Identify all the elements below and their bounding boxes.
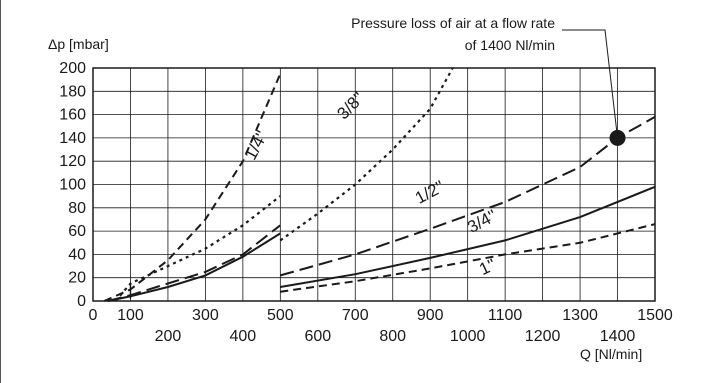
annotation-line-2: of 1400 Nl/min <box>465 37 555 53</box>
x-tick-label: 1500 <box>637 307 673 324</box>
x-tick-label: 0 <box>89 307 98 324</box>
x-tick-label: 400 <box>230 328 257 345</box>
y-axis-label: Δp [mbar] <box>48 36 109 52</box>
x-tick-label: 300 <box>192 307 219 324</box>
x-tick-label: 500 <box>267 307 294 324</box>
y-tick-label: 0 <box>77 293 86 310</box>
y-tick-label: 40 <box>68 246 86 263</box>
series-line-2 <box>114 195 281 302</box>
y-tick-label: 160 <box>59 107 86 124</box>
x-tick-label: 1400 <box>600 328 636 345</box>
y-tick-label: 180 <box>59 83 86 100</box>
y-tick-label: 60 <box>68 223 86 240</box>
pressure-point-marker <box>609 129 626 146</box>
x-tick-label: 900 <box>417 307 444 324</box>
series-label-4: 3/4'' <box>464 206 500 237</box>
plot-border <box>92 67 656 302</box>
series-label-3: 1/2'' <box>412 177 448 208</box>
y-tick-label: 140 <box>59 130 86 147</box>
series-line-4 <box>107 232 281 302</box>
series-label-2: 3/8'' <box>333 89 368 124</box>
x-tick-label: 1300 <box>562 307 598 324</box>
grid <box>93 68 655 301</box>
annotation-line-1: Pressure loss of air at a flow rate <box>351 15 555 31</box>
x-tick-label: 800 <box>379 328 406 345</box>
x-tick-label: 100 <box>117 307 144 324</box>
x-tick-label: 200 <box>155 328 182 345</box>
x-tick-label: 700 <box>342 307 369 324</box>
x-tick-label: 1100 <box>488 307 523 324</box>
y-tick-label: 80 <box>68 200 86 217</box>
annotation-leader-line <box>562 29 619 138</box>
series-line-2 <box>279 67 454 242</box>
y-tick-label: 200 <box>59 60 86 77</box>
y-tick-label: 120 <box>59 153 86 170</box>
tick-labels: 0 20 40 60 80 100 120 140 160 180 200 0 100 300 500 700… <box>59 60 673 345</box>
series-line-3 <box>107 224 281 302</box>
x-axis-label: Q [Nl/min] <box>580 346 642 362</box>
series-label-1: 1/4'' <box>241 128 272 164</box>
y-tick-label: 20 <box>68 270 86 287</box>
x-tick-label: 600 <box>304 328 331 345</box>
x-tick-label: 1000 <box>450 328 486 345</box>
y-tick-label: 100 <box>59 177 86 194</box>
series-line-4 <box>280 185 656 288</box>
x-tick-label: 1200 <box>525 328 561 345</box>
series-line-5 <box>280 223 656 293</box>
series-label-5: 1'' <box>476 255 498 279</box>
